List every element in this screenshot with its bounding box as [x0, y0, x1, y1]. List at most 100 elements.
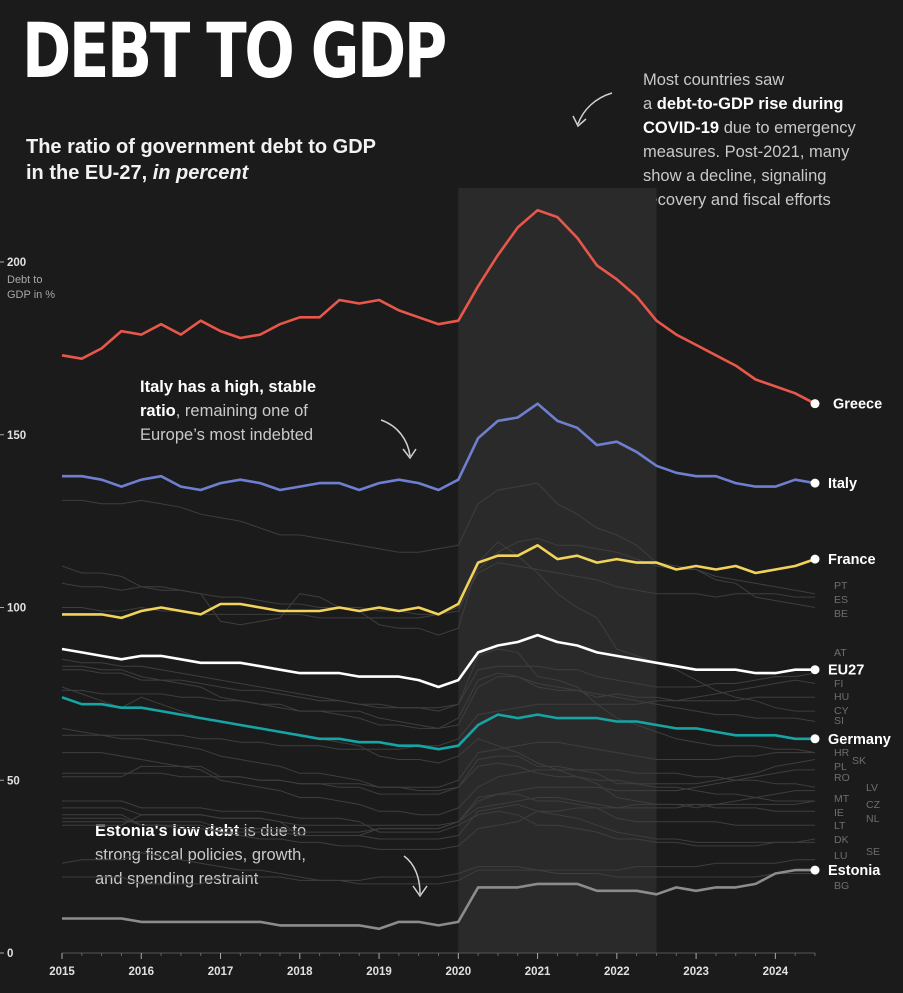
series-line-cz [62, 800, 816, 850]
covid-note-line6: recovery and fiscal efforts [643, 191, 831, 209]
x-tick-label: 2021 [525, 966, 551, 978]
series-label-ie: IE [834, 807, 844, 819]
series-label-pt: PT [834, 580, 848, 592]
y-axis-label-line2: GDP in % [7, 289, 55, 301]
x-tick-label: 2022 [604, 966, 630, 978]
subtitle-line2: in the EU-27, [26, 162, 153, 184]
x-tick-label: 2016 [128, 966, 154, 978]
series-line-france [62, 544, 816, 620]
y-tick-label: 50 [7, 775, 20, 787]
series-label-at: AT [834, 647, 847, 659]
italy-note-line1: Italy has a high, stable [140, 378, 317, 396]
page-title: DEBT TO GDP [22, 6, 447, 95]
series-label-nl: NL [866, 813, 880, 825]
series-line-ie [61, 686, 815, 812]
series-label-es: ES [834, 594, 848, 606]
series-label-hr: HR [834, 747, 850, 759]
covid-arrow-icon [577, 92, 613, 125]
series-line-lt [62, 793, 815, 836]
series-line-estonia [62, 868, 815, 931]
y-tick-label: 0 [7, 948, 13, 960]
x-tick-label: 2023 [683, 966, 709, 978]
series-line-si [62, 669, 816, 729]
series-line-be [61, 562, 815, 615]
series-line-hr [62, 648, 816, 754]
series-line-bg [61, 852, 815, 885]
series-line-fi [62, 679, 816, 750]
x-tick-label: 2015 [49, 966, 75, 978]
series-end-dot-greece [810, 399, 820, 409]
estonia-arrowhead-icon [412, 885, 428, 898]
series-label-se: SE [866, 846, 880, 858]
covid-annotation: Most countries saw a debt-to-GDP rise du… [643, 68, 903, 212]
estonia-note-line2: strong fiscal policies, growth, [95, 846, 306, 864]
y-tick-label: 200 [7, 257, 26, 269]
series-line-sk [62, 741, 815, 788]
italy-arrowhead-icon [402, 448, 417, 460]
series-end-dot-france [810, 554, 820, 564]
series-label-italy: Italy [828, 476, 857, 492]
series-line-pl [62, 755, 816, 795]
series-label-lu: LU [834, 850, 847, 862]
series-label-germany: Germany [828, 732, 891, 748]
covid-note-line4: measures. Post-2021, many [643, 143, 850, 161]
series-line-lu [62, 859, 815, 885]
series-line-germany [61, 696, 815, 751]
series-label-estonia: Estonia [828, 863, 881, 879]
x-tick-label: 2017 [208, 966, 234, 978]
series-end-dot-germany [810, 734, 820, 744]
covid-note-line3: due to emergency [719, 119, 856, 137]
series-line-eu27 [61, 633, 815, 689]
estonia-arrow-icon [403, 855, 421, 895]
series-label-pl: PL [834, 761, 847, 773]
series-end-dot-eu27 [810, 665, 820, 675]
series-label-be: BE [834, 608, 848, 620]
covid-arrowhead-icon [572, 115, 587, 128]
covid-note-line2-bold: debt-to-GDP rise during [656, 95, 844, 113]
series-end-dot-italy [810, 478, 820, 488]
estonia-note-line1: is due to [239, 822, 307, 840]
series-line-nl [61, 727, 815, 802]
y-tick-label: 100 [7, 603, 26, 615]
covid-period-band [458, 188, 657, 953]
series-label-ro: RO [834, 772, 850, 784]
series-label-dk: DK [834, 834, 849, 846]
series-label-france: France [828, 552, 876, 568]
page-subtitle: The ratio of government debt to GDP in t… [26, 134, 376, 186]
subtitle-unit: in percent [152, 162, 249, 184]
series-line-italy [62, 402, 816, 492]
series-line-greece [61, 208, 816, 405]
covid-note-line2: a [643, 95, 657, 113]
series-label-greece: Greece [833, 397, 882, 413]
series-label-lt: LT [834, 820, 846, 832]
x-tick-label: 2020 [446, 966, 472, 978]
italy-note-line3: Europe’s most indebted [140, 426, 314, 444]
series-label-lv: LV [866, 782, 878, 794]
series-line-at [61, 658, 816, 712]
y-tick-label: 150 [7, 430, 26, 442]
series-line-mt [62, 752, 816, 816]
x-tick-label: 2024 [763, 966, 789, 978]
series-label-eu27: EU27 [828, 663, 864, 679]
italy-arrow-icon [380, 419, 411, 457]
series-line-cy [61, 541, 815, 712]
series-label-si: SI [834, 715, 844, 727]
series-label-sk: SK [852, 755, 866, 767]
series-line-ro [62, 769, 815, 833]
covid-note-line5: show a decline, signaling [643, 167, 827, 185]
estonia-annotation: Estonia's low debt is due to strong fisc… [95, 819, 365, 891]
covid-note-line1: Most countries saw [643, 71, 785, 89]
highlighted-country-lines [61, 208, 820, 931]
x-tick-label: 2018 [287, 966, 313, 978]
series-line-dk [62, 803, 816, 843]
y-axis-label-line1: Debt to [7, 274, 42, 286]
series-line-se [62, 800, 815, 847]
italy-note-line2-bold: ratio [140, 402, 176, 420]
italy-note-line2: , remaining one of [175, 402, 308, 420]
other-country-lines [61, 482, 816, 885]
series-label-cz: CZ [866, 799, 881, 811]
series-label-bg: BG [834, 880, 849, 892]
series-label-fi: FI [834, 678, 843, 690]
